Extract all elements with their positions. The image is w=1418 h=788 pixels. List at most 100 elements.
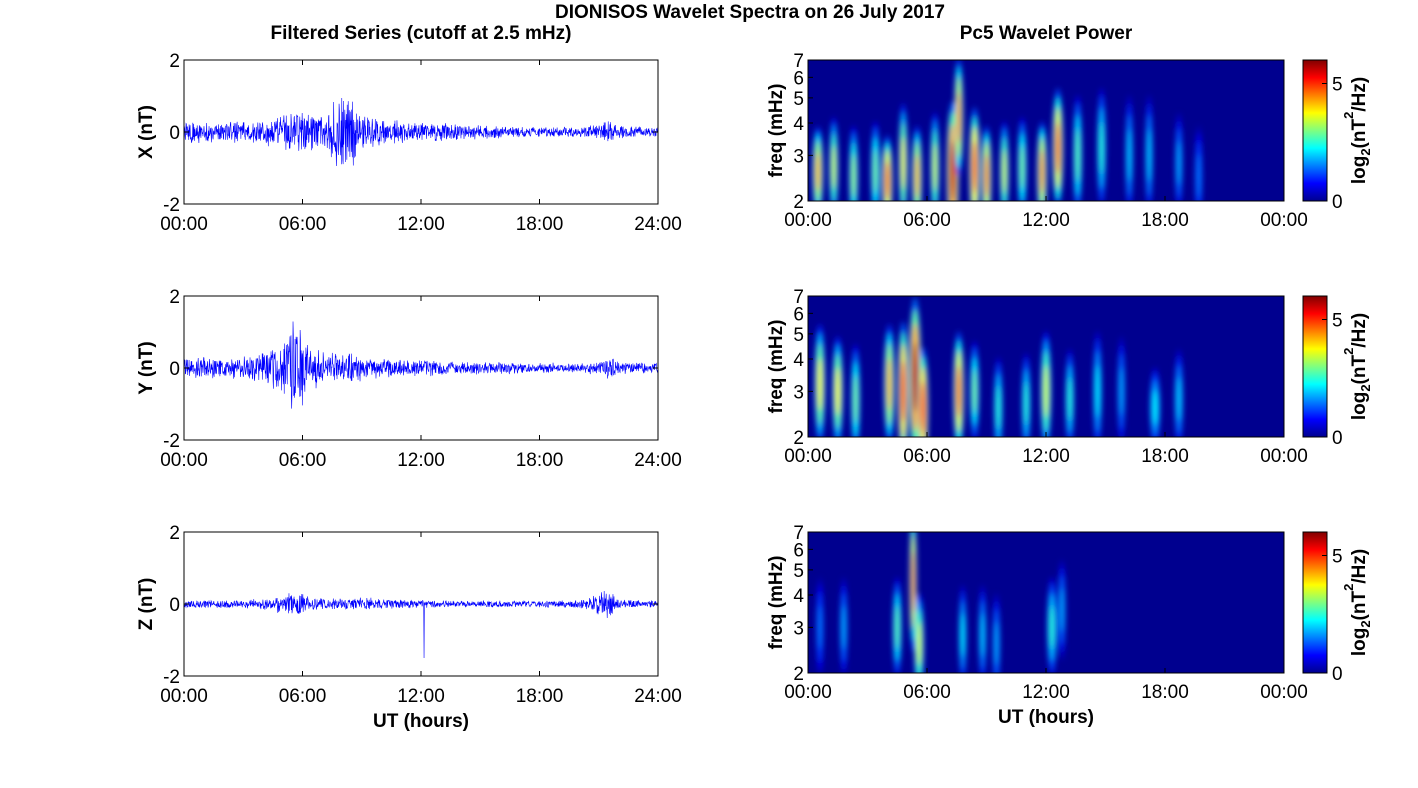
y-axis-label: Y (nT) bbox=[136, 341, 157, 394]
colorbar-label-part: log bbox=[1349, 392, 1370, 421]
spectrum-blobs bbox=[816, 532, 1066, 673]
power-blob bbox=[984, 154, 989, 198]
y-tick-label: 2 bbox=[793, 428, 804, 449]
colorbar-label-part: /Hz) bbox=[1349, 313, 1370, 348]
power-blob bbox=[851, 154, 856, 198]
x-tick-label: 12:00 bbox=[1022, 446, 1070, 467]
x-tick-label: 24:00 bbox=[634, 450, 682, 471]
colorbar-label-part: 2 bbox=[1341, 584, 1356, 591]
y-tick-label: 7 bbox=[793, 51, 804, 72]
x-tick-label: 00:00 bbox=[784, 446, 832, 467]
power-blob bbox=[1197, 154, 1201, 198]
spectrum-blob-layer bbox=[816, 532, 1066, 673]
power-blob bbox=[994, 621, 999, 666]
power-blob bbox=[901, 136, 906, 190]
y-tick-label: 4 bbox=[793, 586, 804, 607]
y-tick-label: 6 bbox=[793, 68, 804, 89]
colorbar-label-part: 2 bbox=[1358, 620, 1373, 627]
y-axis-label: freq (mHz) bbox=[766, 320, 787, 414]
colorbar-label-part: /Hz) bbox=[1349, 77, 1370, 112]
right-xlabel: UT (hours) bbox=[998, 707, 1094, 728]
power-blob bbox=[972, 369, 977, 414]
x-tick-label: 00:00 bbox=[160, 450, 208, 471]
x-tick-label: 12:00 bbox=[397, 686, 445, 707]
colorbar-label-part: (nT bbox=[1349, 591, 1370, 621]
series-line-y bbox=[183, 321, 659, 409]
y-tick-label: 2 bbox=[793, 192, 804, 213]
power-blob bbox=[914, 154, 920, 198]
colorbar-label-part: 2 bbox=[1341, 348, 1356, 355]
left-column-title: Filtered Series (cutoff at 2.5 mHz) bbox=[271, 23, 572, 44]
x-tick-label: 18:00 bbox=[1141, 446, 1189, 467]
y-tick-label: 6 bbox=[793, 540, 804, 561]
power-blob bbox=[1075, 129, 1080, 182]
x-tick-label: 00:00 bbox=[160, 214, 208, 235]
colorbar-label: log2(nT2/Hz) bbox=[1341, 549, 1373, 656]
y-axis-label: X (nT) bbox=[136, 105, 157, 159]
x-tick-label: 12:00 bbox=[1022, 682, 1070, 703]
y-tick-label: 0 bbox=[169, 595, 180, 616]
y-axis-label: freq (mHz) bbox=[766, 556, 787, 650]
x-tick-label: 06:00 bbox=[903, 210, 951, 231]
colorbar-label-part: (nT bbox=[1349, 119, 1370, 149]
y-tick-label: -2 bbox=[163, 431, 180, 452]
x-tick-label: 18:00 bbox=[1141, 210, 1189, 231]
x-tick-label: 18:00 bbox=[516, 450, 564, 471]
power-blob bbox=[817, 357, 823, 411]
panels: 00:00 06:00 12:00 18:00 24:00 -2 0 2 X (nT) 00:00… bbox=[136, 51, 1373, 707]
y-tick-label: 0 bbox=[169, 123, 180, 144]
power-blob bbox=[815, 151, 821, 192]
power-blob bbox=[1099, 121, 1104, 175]
power-blob bbox=[1002, 149, 1007, 194]
power-blob bbox=[885, 160, 890, 201]
colorbar bbox=[1302, 295, 1328, 438]
power-blob bbox=[1067, 377, 1072, 421]
power-blob bbox=[1127, 129, 1131, 182]
colorbar bbox=[1302, 59, 1328, 202]
power-blob bbox=[842, 605, 846, 650]
power-blob bbox=[1177, 141, 1181, 185]
power-blob bbox=[873, 149, 878, 194]
figure-title: DIONISOS Wavelet Spectra on 26 July 2017 bbox=[555, 2, 945, 23]
y-tick-label: 2 bbox=[793, 664, 804, 685]
y-tick-label: -2 bbox=[163, 195, 180, 216]
series-panel-z: 00:00 06:00 12:00 18:00 24:00 -2 0 2 Z (nT) bbox=[136, 523, 682, 707]
series-line-x bbox=[183, 97, 659, 166]
power-blob bbox=[972, 141, 977, 194]
spectrum-blob-layer bbox=[814, 297, 1184, 437]
x-tick-label: 06:00 bbox=[279, 686, 327, 707]
colorbar-tick-label: 0 bbox=[1332, 428, 1343, 449]
power-blob bbox=[1049, 605, 1055, 650]
power-blob bbox=[961, 613, 965, 657]
colorbar-tick-label: 5 bbox=[1332, 311, 1343, 332]
x-tick-label: 24:00 bbox=[634, 214, 682, 235]
x-tick-label: 06:00 bbox=[279, 450, 327, 471]
y-tick-label: 3 bbox=[793, 146, 804, 167]
power-blob bbox=[916, 621, 922, 666]
y-tick-label: 6 bbox=[793, 304, 804, 325]
power-blob bbox=[1043, 365, 1049, 418]
y-tick-label: 2 bbox=[169, 287, 180, 308]
power-blob bbox=[933, 143, 937, 192]
right-column-title: Pc5 Wavelet Power bbox=[960, 23, 1133, 44]
x-tick-label: 00:00 bbox=[784, 682, 832, 703]
colorbar-tick-label: 0 bbox=[1332, 664, 1343, 685]
power-blob bbox=[956, 91, 961, 144]
x-tick-label: 00:00 bbox=[1260, 446, 1308, 467]
power-blob bbox=[1020, 145, 1025, 190]
y-tick-label: 3 bbox=[793, 382, 804, 403]
power-blob bbox=[1024, 381, 1029, 426]
x-tick-label: 12:00 bbox=[1022, 210, 1070, 231]
x-tick-label: 12:00 bbox=[397, 214, 445, 235]
power-blob bbox=[980, 613, 985, 657]
power-blob bbox=[835, 367, 841, 416]
power-blob bbox=[920, 381, 926, 434]
x-tick-label: 18:00 bbox=[516, 686, 564, 707]
y-tick-label: 0 bbox=[169, 359, 180, 380]
left-xlabel: UT (hours) bbox=[373, 711, 469, 732]
y-tick-label: 5 bbox=[793, 561, 804, 582]
